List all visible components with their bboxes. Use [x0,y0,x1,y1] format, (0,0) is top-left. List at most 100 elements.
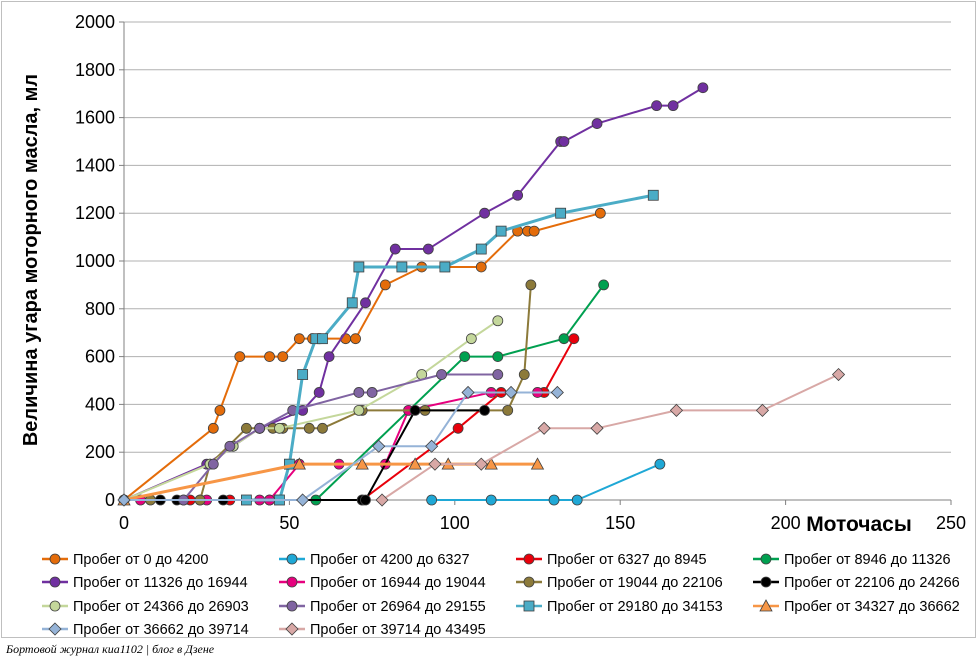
legend-marker [286,600,298,612]
data-point [323,351,335,363]
legend-label: Пробег от 6327 до 8945 [547,552,707,568]
series-6 [135,387,543,506]
series-5 [118,82,709,506]
data-point [518,369,530,380]
data-point [465,333,477,345]
legend-item: Пробег от 22106 до 24266 [753,575,960,591]
x-tick-label: 150 [605,513,635,533]
data-point [317,422,328,434]
data-point [234,351,246,363]
legend-marker [523,600,535,612]
legend-label: Пробег от 11326 до 16944 [73,575,248,591]
gridlines [124,21,951,453]
data-point [317,333,328,345]
legend-marker [760,576,772,588]
series-12 [117,457,545,506]
data-point [475,261,487,273]
data-point [548,494,560,506]
legend-marker [49,553,61,565]
tick-labels: 0 200 400 600 800 1000 1200 1400 1600 1800 2000 0 50… [75,12,966,533]
data-point [297,369,309,380]
legend-label: Пробег от 26964 до 29155 [310,599,486,615]
data-point [512,189,524,201]
data-point [594,207,606,219]
x-tick-label: 200 [771,513,801,533]
legend-label: Пробег от 36662 до 39714 [73,622,249,638]
data-point [366,387,378,398]
data-point [568,333,580,345]
data-point [277,351,289,363]
legend-item: Пробег от 26964 до 29155 [279,599,486,615]
data-point [422,243,434,255]
series-layer [117,82,846,507]
data-point [555,207,567,219]
legend-marker [523,576,535,588]
data-point [492,315,504,327]
y-tick-label: 1600 [75,108,115,128]
data-point [651,100,662,112]
data-point [550,385,564,400]
legend-item: Пробег от 19044 до 22106 [516,575,723,591]
data-point [372,439,386,453]
data-point [360,494,371,506]
data-point [439,261,451,273]
series-1 [118,207,606,506]
data-point [667,100,679,112]
legend-marker [48,622,62,636]
x-axis-label: Моточасы [806,513,912,536]
data-point [425,439,439,453]
data-point [353,387,365,398]
chart-frame [1,1,976,638]
legend-label: Пробег от 34327 до 36662 [784,599,960,615]
legend-item: Пробег от 6327 до 8945 [516,552,707,568]
series-14 [375,367,846,507]
legend-label: Пробег от 39714 до 43495 [310,622,486,638]
data-point [292,457,306,470]
series-line [124,391,558,501]
series-line [381,373,839,501]
legend-item: Пробег от 34327 до 36662 [753,599,960,615]
series-line [123,86,704,501]
data-point [426,494,438,506]
data-point [409,404,421,416]
y-tick-label: 400 [85,394,115,414]
legend-item: Пробег от 16944 до 19044 [279,575,486,591]
legend-marker [285,622,299,636]
legend-item: Пробег от 39714 до 43495 [279,622,486,638]
legend-label: Пробег от 16944 до 19044 [310,575,486,591]
data-point [224,440,236,452]
data-point [558,333,570,345]
data-point [537,421,551,435]
data-point [502,404,514,416]
data-point [525,279,537,291]
legend-label: Пробег от 0 до 4200 [73,552,208,568]
data-point [375,493,389,507]
data-point [274,422,285,434]
x-tick-label: 0 [119,513,129,533]
series-10 [178,369,504,506]
y-tick-label: 1200 [75,203,115,223]
data-point [264,351,275,363]
data-point [452,422,464,434]
series-11 [240,189,659,506]
legend-marker [49,600,61,612]
data-point [353,404,365,416]
data-point [571,494,583,506]
data-point [436,369,447,380]
data-point [697,82,709,94]
data-point [591,118,603,129]
data-point [530,457,545,470]
x-tick-label: 250 [936,513,966,533]
y-tick-label: 600 [85,347,115,367]
legend-item: Пробег от 4200 до 6327 [279,552,470,568]
legend-marker [286,553,298,565]
legend-item: Пробег от 0 до 4200 [42,552,208,568]
data-point [475,243,487,255]
data-point [408,457,422,470]
legend-marker [49,576,61,588]
legend-item: Пробег от 24366 до 26903 [42,599,249,615]
data-point [504,385,518,400]
chart: 0 200 400 600 800 1000 1200 1400 1600 1800 2000 0 50… [20,12,966,638]
y-tick-label: 800 [85,299,115,319]
data-point [355,457,369,470]
